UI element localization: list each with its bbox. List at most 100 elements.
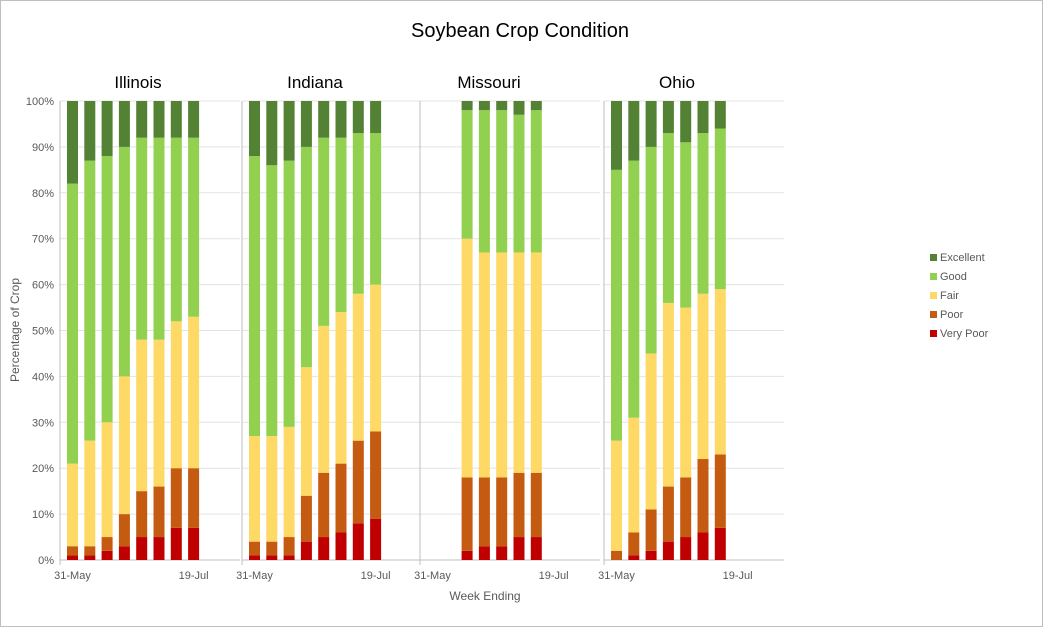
bar-segment-good	[318, 137, 330, 326]
bar-segment-good	[530, 110, 542, 253]
bar-segment-excellent	[513, 101, 525, 115]
bar-segment-fair	[188, 316, 200, 469]
bar-segment-excellent	[370, 101, 382, 134]
chart-panels: 0%10%20%30%40%50%60%70%80%90%100%Illinoi…	[26, 73, 784, 582]
bar-segment-very-poor	[335, 532, 347, 560]
bar-segment-poor	[662, 486, 674, 542]
panel-indiana: Indiana 31-May 19-Jul	[236, 73, 422, 582]
bar-segment-excellent	[478, 101, 490, 111]
bar-segment-fair	[461, 238, 473, 478]
bar-segment-excellent	[84, 101, 96, 161]
bar-segment-poor	[335, 463, 347, 533]
bar-segment-excellent	[697, 101, 709, 134]
y-tick-label: 30%	[32, 417, 54, 429]
bar-segment-very-poor	[101, 550, 113, 560]
bar-segment-excellent	[335, 101, 347, 138]
bar-segment-good	[84, 160, 96, 441]
bar-segment-excellent	[153, 101, 165, 138]
panel-illinois: Illinois 31-May 19-Jul	[54, 73, 240, 582]
bar-segment-poor	[249, 541, 260, 556]
legend-swatch-good	[930, 273, 937, 280]
bar-segment-poor	[697, 459, 709, 533]
bar-segment-fair	[335, 312, 347, 464]
bar-segment-poor	[370, 431, 382, 519]
bar-segment-poor	[153, 486, 165, 538]
bar-segment-fair	[118, 376, 130, 515]
legend-swatch-poor	[930, 311, 937, 318]
bar-segment-very-poor	[513, 537, 525, 560]
chart-title: Soybean Crop Condition	[411, 20, 629, 42]
bar-segment-very-poor	[496, 546, 508, 560]
bar-segment-very-poor	[680, 537, 692, 560]
panel-title: Illinois	[114, 73, 161, 92]
y-tick-label: 10%	[32, 509, 54, 521]
legend-label-excellent: Excellent	[940, 252, 985, 264]
bar-segment-very-poor	[188, 527, 200, 560]
bar-segment-fair	[101, 422, 113, 538]
bar-segment-fair	[300, 367, 312, 496]
y-axis-title: Percentage of Crop	[8, 278, 22, 382]
bar-segment-good	[170, 137, 182, 322]
bar-segment-good	[611, 169, 622, 441]
bar-segment-good	[249, 156, 260, 437]
bar-segment-fair	[628, 417, 640, 533]
bar-segment-poor	[478, 477, 490, 547]
bar-segment-excellent	[496, 101, 508, 111]
bar-segment-fair	[662, 302, 674, 487]
bar-segment-excellent	[611, 101, 622, 170]
bar-segment-excellent	[118, 101, 130, 147]
bar-segment-fair	[318, 325, 330, 473]
bar-segment-excellent	[645, 101, 657, 147]
bar-segment-very-poor	[461, 550, 473, 560]
bar-segment-very-poor	[628, 555, 640, 560]
bar-segment-good	[714, 128, 726, 290]
y-tick-label: 0%	[38, 555, 54, 567]
bar-segment-fair	[478, 252, 490, 478]
bar-segment-fair	[352, 293, 364, 441]
bar-segment-poor	[513, 472, 525, 538]
bar-segment-good	[628, 160, 640, 418]
x-tick-label: 19-Jul	[361, 570, 391, 582]
bar-segment-very-poor	[714, 527, 726, 560]
bar-segment-very-poor	[645, 550, 657, 560]
bar-segment-excellent	[188, 101, 200, 138]
bar-segment-excellent	[67, 101, 78, 184]
bar-segment-good	[300, 146, 312, 368]
bar-segment-good	[118, 146, 130, 377]
bar-segment-poor	[283, 537, 295, 556]
bar-segment-poor	[530, 472, 542, 538]
bar-segment-very-poor	[370, 518, 382, 560]
legend-swatch-excellent	[930, 254, 937, 261]
bar-segment-fair	[84, 440, 96, 547]
bar-segment-very-poor	[67, 555, 78, 560]
bar-segment-excellent	[300, 101, 312, 147]
y-tick-label: 20%	[32, 463, 54, 475]
bar-segment-good	[136, 137, 148, 340]
x-tick-label: 31-May	[54, 570, 91, 582]
bar-segment-fair	[680, 307, 692, 478]
bar-segment-fair	[714, 289, 726, 455]
bar-segment-poor	[714, 454, 726, 528]
bar-segment-poor	[611, 550, 622, 560]
bar-segment-very-poor	[266, 555, 278, 560]
bar-segment-fair	[170, 321, 182, 469]
bar-segment-excellent	[170, 101, 182, 138]
bar-segment-excellent	[680, 101, 692, 143]
panel-title: Indiana	[287, 73, 343, 92]
bar-segment-good	[153, 137, 165, 340]
bar-segment-fair	[513, 252, 525, 473]
bar-segment-poor	[680, 477, 692, 538]
bar-segment-good	[697, 133, 709, 294]
bar-segment-excellent	[136, 101, 148, 138]
y-tick-label: 70%	[32, 234, 54, 246]
bar-segment-excellent	[714, 101, 726, 129]
bar-segment-good	[67, 183, 78, 464]
y-tick-label: 40%	[32, 371, 54, 383]
bar-segment-fair	[645, 353, 657, 510]
y-tick-label: 90%	[32, 142, 54, 154]
legend-swatch-fair	[930, 292, 937, 299]
bar-segment-good	[478, 110, 490, 253]
panel-title: Missouri	[457, 73, 520, 92]
bar-segment-very-poor	[170, 527, 182, 560]
bar-segment-excellent	[530, 101, 542, 111]
